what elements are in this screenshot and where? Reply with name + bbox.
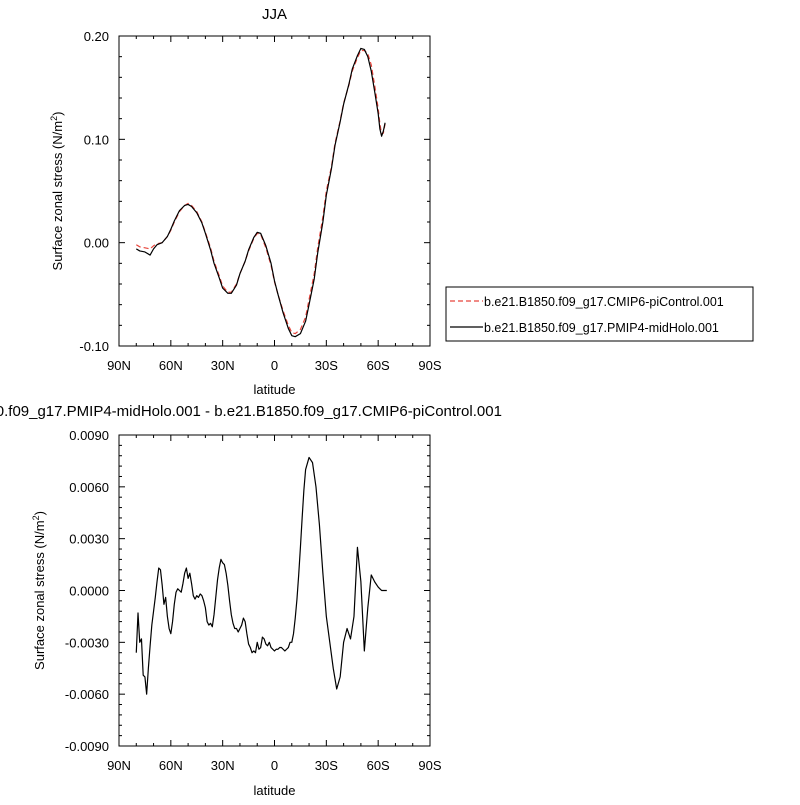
series-line-0 [135, 456, 387, 695]
y-tick-label: 0.0000 [69, 584, 109, 599]
series-line-1 [135, 47, 386, 338]
y-tick-label: 0.0030 [69, 532, 109, 547]
plot-frame [118, 35, 431, 347]
top-panel: JJA 90N 60N 30N 0 30S 60S 90S -0.10 0.00 0.10 0.20 l… [49, 6, 754, 397]
legend-label-0: b.e21.B1850.f09_g17.CMIP6-piControl.001 [484, 295, 724, 309]
x-tick-label: 90S [418, 758, 441, 773]
x-tick-label: 30N [211, 758, 235, 773]
y-tick-label: 0.0090 [69, 428, 109, 443]
chart-title: JJA [262, 6, 287, 23]
x-tick-label: 0 [271, 358, 278, 373]
y-tick-label: -0.0090 [65, 739, 109, 754]
y-tick-label: -0.0030 [65, 635, 109, 650]
x-tick-label: 60N [159, 758, 183, 773]
y-tick-label: 0.00 [84, 236, 109, 251]
y-tick-label: 0.10 [84, 132, 109, 147]
series-group [135, 47, 386, 338]
legend-label-1: b.e21.B1850.f09_g17.PMIP4-midHolo.001 [484, 321, 719, 335]
y-axis-label: Surface zonal stress (N/m2) [49, 112, 65, 271]
x-tick-label: 60N [159, 358, 183, 373]
x-tick-label: 60S [367, 758, 390, 773]
x-tick-label: 90S [418, 358, 441, 373]
x-tick-label: 30N [211, 358, 235, 373]
y-tick-label: 0.0060 [69, 480, 109, 495]
x-tick-label: 90N [107, 758, 131, 773]
series-group [135, 456, 387, 695]
x-tick-label: 30S [315, 358, 338, 373]
series-line-0 [135, 49, 386, 335]
bottom-panel: 850.f09_g17.PMIP4-midHolo.001 - b.e21.B1… [0, 403, 502, 798]
x-tick-label: 60S [367, 358, 390, 373]
x-tick-label: 30S [315, 758, 338, 773]
x-tick-label: 90N [107, 358, 131, 373]
legend-box [445, 286, 754, 342]
y-tick-label: 0.20 [84, 29, 109, 44]
legend: b.e21.B1850.f09_g17.CMIP6-piControl.001b… [445, 286, 754, 342]
x-axis-label: latitude [254, 783, 296, 798]
y-axis-label: Surface zonal stress (N/m2) [31, 511, 47, 670]
chart-title: 850.f09_g17.PMIP4-midHolo.001 - b.e21.B1… [0, 403, 502, 420]
y-tick-label: -0.10 [79, 339, 109, 354]
x-axis-label: latitude [254, 382, 296, 397]
y-tick-label: -0.0060 [65, 687, 109, 702]
x-tick-label: 0 [271, 758, 278, 773]
